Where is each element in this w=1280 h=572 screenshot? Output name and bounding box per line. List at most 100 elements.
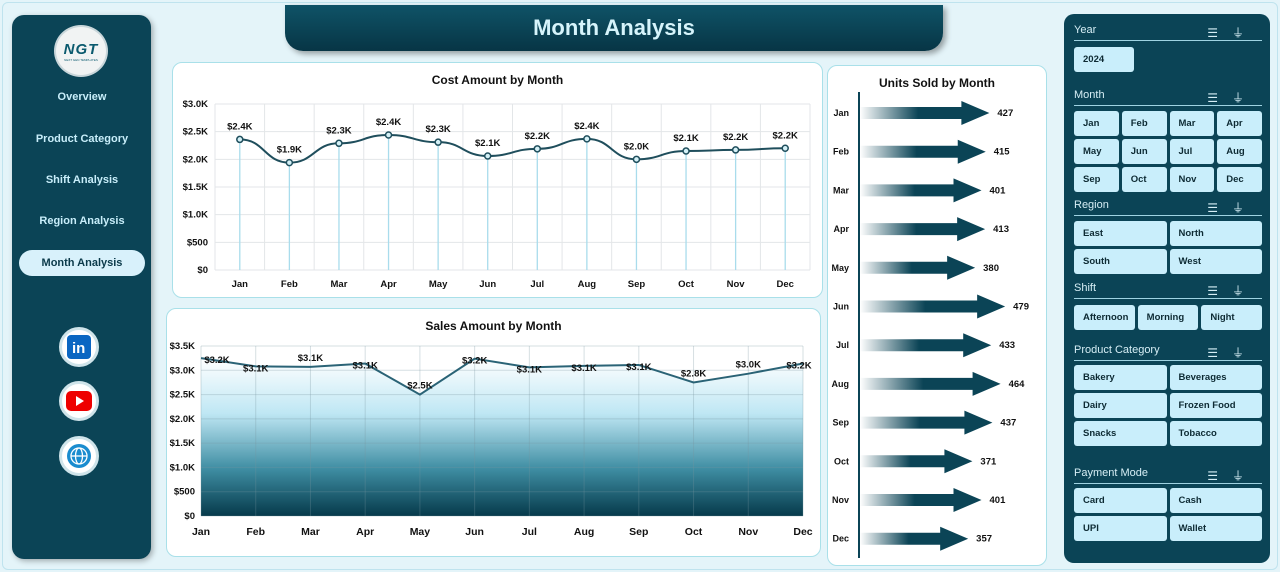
data-label: 479 <box>1013 302 1029 313</box>
data-label: $3.1K <box>353 360 378 371</box>
data-point <box>236 135 244 144</box>
shift-slicer-item[interactable]: Afternoon <box>1074 305 1135 330</box>
payment-mode-slicer-item[interactable]: Cash <box>1169 488 1262 513</box>
y-tick-label: $1.5K <box>183 182 208 193</box>
sidebar-item-region-analysis[interactable]: Region Analysis <box>39 215 125 227</box>
youtube-icon[interactable] <box>59 381 99 421</box>
y-tick-label: Sep <box>832 418 849 428</box>
bar-arrow <box>860 333 992 358</box>
bar-arrow <box>860 449 973 474</box>
sidebar-item-shift-analysis[interactable]: Shift Analysis <box>45 174 119 186</box>
multi-select-icon[interactable]: ☰ <box>1207 284 1232 298</box>
payment-mode-slicer-item[interactable]: Wallet <box>1169 516 1262 541</box>
data-label: $3.1K <box>243 363 268 374</box>
y-tick-label: Feb <box>833 147 850 157</box>
month-slicer-item[interactable]: Sep <box>1074 167 1119 192</box>
month-slicer-item[interactable]: Jul <box>1169 139 1215 164</box>
region-slicer-item[interactable]: West <box>1169 249 1262 274</box>
multi-select-icon[interactable]: ☰ <box>1207 346 1232 360</box>
region-slicer-item[interactable]: South <box>1074 249 1167 274</box>
logo-text: NGT <box>63 40 99 58</box>
shift-slicer-item[interactable]: Morning <box>1137 305 1199 330</box>
data-label: $2.3K <box>326 125 351 136</box>
bar-arrow <box>860 101 990 125</box>
bar-arrow <box>860 526 969 551</box>
multi-select-icon[interactable]: ☰ <box>1207 26 1232 40</box>
page-title: Month Analysis <box>285 5 943 51</box>
y-tick-label: $0 <box>184 511 195 522</box>
linkedin-icon[interactable]: in <box>59 327 99 367</box>
year-slicer-item[interactable]: 2024 <box>1074 47 1134 72</box>
payment-mode-slicer-item[interactable]: UPI <box>1074 516 1167 541</box>
sidebar-item-month-analysis[interactable]: Month Analysis <box>19 250 145 276</box>
payment-mode-slicer-label: Payment Mode <box>1074 467 1148 479</box>
month-slicer-item[interactable]: Feb <box>1121 111 1167 136</box>
bar-arrow <box>860 139 986 164</box>
data-label: $2.0K <box>624 141 649 152</box>
month-slicer-item[interactable]: Dec <box>1217 167 1262 192</box>
product-category-slicer-label: Product Category <box>1074 344 1160 356</box>
shift-slicer-item[interactable]: Night <box>1201 305 1262 330</box>
bar-arrow <box>860 217 986 242</box>
data-point <box>583 135 591 143</box>
svg-text:in: in <box>72 340 85 357</box>
clear-filter-icon[interactable]: ⏚ <box>1231 284 1258 298</box>
month-slicer-item[interactable]: May <box>1074 139 1119 164</box>
month-slicer-item[interactable]: Nov <box>1169 167 1215 192</box>
clear-filter-icon[interactable]: ⏚ <box>1231 26 1258 40</box>
data-label: 437 <box>1000 418 1016 429</box>
payment-mode-slicer-header: Payment Mode ☰⏚ <box>1074 467 1262 484</box>
data-label: 357 <box>976 534 992 545</box>
y-tick-label: $3.0K <box>170 365 195 376</box>
product-category-slicer-item[interactable]: Beverages <box>1169 365 1262 390</box>
data-label: 380 <box>983 263 999 274</box>
data-label: $2.8K <box>681 368 706 379</box>
x-tick-label: Jun <box>479 279 496 290</box>
globe-icon[interactable] <box>59 436 99 476</box>
month-slicer-item[interactable]: Apr <box>1217 111 1262 136</box>
data-label: 401 <box>990 185 1007 196</box>
y-tick-label: $3.5K <box>170 341 195 352</box>
shift-slicer-label: Shift <box>1074 282 1097 294</box>
product-category-slicer-item[interactable]: Bakery <box>1074 365 1167 390</box>
product-category-slicer-item[interactable]: Snacks <box>1074 421 1167 446</box>
x-tick-label: Sep <box>628 279 646 290</box>
clear-filter-icon[interactable]: ⏚ <box>1231 91 1258 105</box>
month-slicer-item[interactable]: Mar <box>1169 111 1215 136</box>
data-label: $2.2K <box>773 130 798 141</box>
data-label: $3.1K <box>626 362 651 373</box>
sidebar-item-product-category[interactable]: Product Category <box>35 133 129 145</box>
multi-select-icon[interactable]: ☰ <box>1207 201 1232 215</box>
clear-filter-icon[interactable]: ⏚ <box>1231 469 1258 483</box>
data-point <box>533 145 542 153</box>
product-category-slicer-item[interactable]: Frozen Food <box>1169 393 1262 418</box>
month-slicer-item[interactable]: Jan <box>1074 111 1119 136</box>
data-label: $3.2K <box>204 355 229 366</box>
area-fill <box>201 358 803 516</box>
clear-filter-icon[interactable]: ⏚ <box>1231 346 1258 360</box>
data-label: $3.2K <box>786 360 811 371</box>
data-label: 401 <box>990 495 1007 506</box>
month-slicer-item[interactable]: Aug <box>1217 139 1262 164</box>
payment-mode-slicer-item[interactable]: Card <box>1074 488 1167 513</box>
sidebar-item-overview[interactable]: Overview <box>57 91 107 103</box>
data-point <box>632 155 641 164</box>
slicer-controls: ☰⏚ <box>1207 24 1258 41</box>
product-category-slicer-item[interactable]: Dairy <box>1074 393 1167 418</box>
y-tick-label: $1.0K <box>170 462 195 473</box>
slicer-controls: ☰⏚ <box>1207 344 1258 361</box>
year-slicer-label: Year <box>1074 24 1097 36</box>
multi-select-icon[interactable]: ☰ <box>1207 91 1232 105</box>
region-slicer-item[interactable]: North <box>1169 221 1262 246</box>
data-point <box>731 146 740 154</box>
month-slicer-item[interactable]: Oct <box>1121 167 1167 192</box>
multi-select-icon[interactable]: ☰ <box>1207 469 1232 483</box>
clear-filter-icon[interactable]: ⏚ <box>1231 201 1258 215</box>
y-tick-label: Mar <box>833 185 850 195</box>
month-slicer-item[interactable]: Jun <box>1121 139 1167 164</box>
region-slicer-item[interactable]: East <box>1074 221 1167 246</box>
x-tick-label: Dec <box>793 526 812 538</box>
slicer-panel: Year ☰⏚ 2024 Month ☰⏚ Jan Feb Mar Apr May Jun Jul Au… <box>1064 14 1270 563</box>
product-category-slicer-item[interactable]: Tobacco <box>1169 421 1262 446</box>
bar-arrow <box>860 294 1006 319</box>
